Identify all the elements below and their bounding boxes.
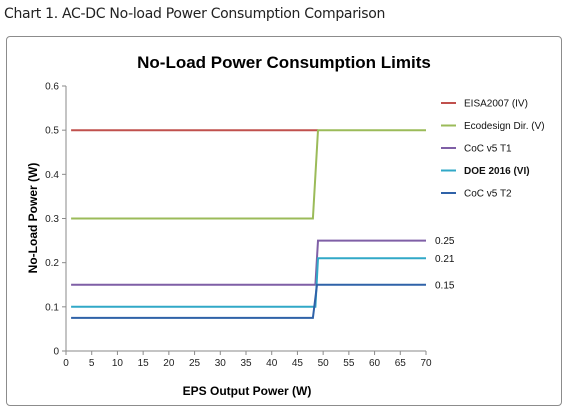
x-tick-label: 0 <box>63 358 69 369</box>
legend-entry: EISA2007 (IV) <box>464 99 528 110</box>
x-tick-label: 45 <box>292 358 304 369</box>
end-value-label: 0.21 <box>435 254 455 265</box>
legend-entry: DOE 2016 (VI) <box>464 166 530 177</box>
x-tick-label: 50 <box>318 358 330 369</box>
x-tick-label: 40 <box>266 358 278 369</box>
x-tick-label: 65 <box>395 358 407 369</box>
x-tick-label: 55 <box>343 358 355 369</box>
legend-entry: Ecodesign Dir. (V) <box>464 121 545 132</box>
x-tick-label: 60 <box>369 358 381 369</box>
series-line-2 <box>71 129 426 220</box>
legend: EISA2007 (IV) Ecodesign Dir. (V) CoC v5 T1… <box>441 99 545 200</box>
y-tick-label: 0.5 <box>45 126 59 137</box>
y-tick-label: 0.4 <box>45 170 59 181</box>
x-tick-label: 30 <box>215 358 227 369</box>
chart-frame <box>6 36 562 406</box>
series-line-5 <box>71 283 426 319</box>
x-tick-label: 35 <box>240 358 252 369</box>
x-tick-label: 70 <box>420 358 432 369</box>
x-tick-label: 25 <box>189 358 201 369</box>
y-axis-label: No-Load Power (W) <box>26 163 40 274</box>
end-value-label: 0.15 <box>435 280 455 291</box>
y-tick-label: 0.3 <box>45 214 59 225</box>
y-tick-label: 0 <box>53 347 59 358</box>
chart-caption: Chart 1. AC-DC No-load Power Consumption… <box>4 6 386 22</box>
legend-entry: CoC v5 T2 <box>464 189 512 200</box>
series-line-4 <box>71 257 426 308</box>
plot-area: 0 5 10 15 20 25 30 35 40 45 50 55 60 65 70 0 0.1 0.2 0.3 0.… <box>45 82 455 370</box>
y-tick-label: 0.1 <box>45 302 59 313</box>
chart-title: No-Load Power Consumption Limits <box>137 53 431 72</box>
x-tick-label: 5 <box>89 358 95 369</box>
x-tick-label: 10 <box>112 358 124 369</box>
x-tick-label: 20 <box>163 358 175 369</box>
x-axis-label: EPS Output Power (W) <box>183 384 312 398</box>
y-tick-label: 0.2 <box>45 258 59 269</box>
x-tick-label: 15 <box>138 358 150 369</box>
legend-entry: CoC v5 T1 <box>464 144 512 155</box>
series-line-3 <box>71 239 426 286</box>
end-value-label: 0.25 <box>435 236 455 247</box>
y-tick-label: 0.6 <box>45 82 59 93</box>
